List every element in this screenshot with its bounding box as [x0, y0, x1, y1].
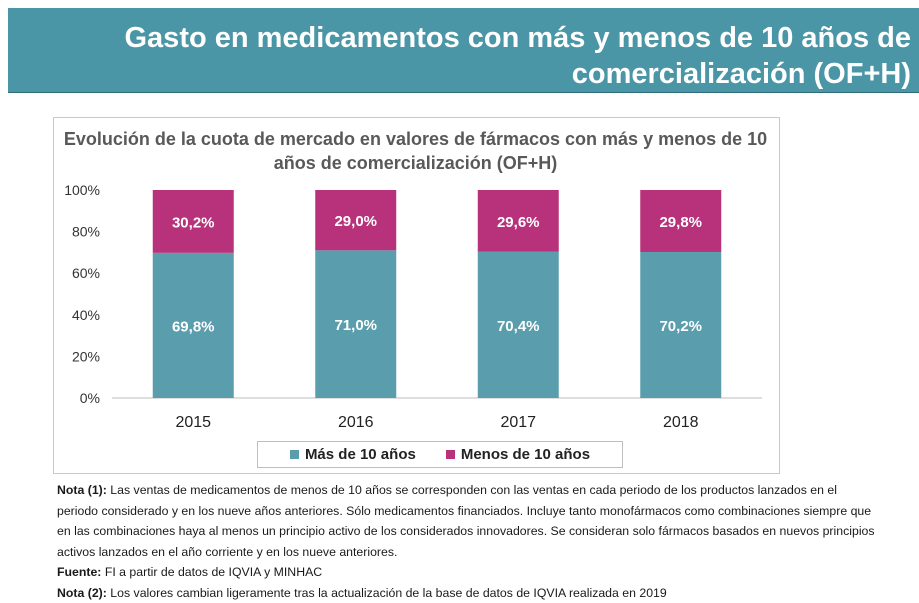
- data-label-2015-series-0: 69,8%: [172, 318, 215, 335]
- note-1: Nota (1): Las ventas de medicamentos de …: [57, 480, 877, 562]
- y-tick-label-3: 60%: [72, 265, 100, 281]
- note-1-text: Las ventas de medicamentos de menos de 1…: [57, 483, 875, 559]
- legend-label-menos-10: Menos de 10 años: [461, 446, 590, 463]
- legend-item-menos-10: Menos de 10 años: [446, 446, 590, 463]
- data-label-2018-series-1: 29,8%: [659, 214, 702, 231]
- data-label-2015-series-1: 30,2%: [172, 214, 215, 231]
- source-text: FI a partir de datos de IQVIA y MINHAC: [105, 565, 322, 579]
- legend-swatch-menos-10: [446, 450, 455, 459]
- data-label-2016-series-1: 29,0%: [334, 213, 377, 230]
- y-tick-label-5: 100%: [64, 182, 100, 198]
- y-tick-label-2: 40%: [72, 307, 100, 323]
- note-2-label: Nota (2):: [57, 586, 107, 600]
- legend-label-mas-10: Más de 10 años: [305, 446, 416, 463]
- notes-section: Nota (1): Las ventas de medicamentos de …: [57, 480, 877, 603]
- x-tick-label-2018: 2018: [663, 414, 699, 431]
- data-label-2017-series-1: 29,6%: [497, 214, 540, 231]
- source-note: Fuente: FI a partir de datos de IQVIA y …: [57, 562, 877, 583]
- legend-swatch-mas-10: [290, 450, 299, 459]
- note-2-text: Los valores cambian ligeramente tras la …: [110, 586, 666, 600]
- x-tick-label-2017: 2017: [500, 414, 536, 431]
- source-label: Fuente:: [57, 565, 101, 579]
- note-1-label: Nota (1):: [57, 483, 107, 497]
- x-tick-label-2015: 2015: [175, 414, 211, 431]
- y-tick-label-1: 20%: [72, 348, 100, 364]
- chart-legend: Más de 10 años Menos de 10 años: [257, 441, 623, 468]
- data-label-2016-series-0: 71,0%: [334, 317, 377, 334]
- data-label-2017-series-0: 70,4%: [497, 318, 540, 335]
- data-label-2018-series-0: 70,2%: [659, 318, 702, 335]
- x-tick-label-2016: 2016: [338, 414, 374, 431]
- y-tick-label-4: 80%: [72, 224, 100, 240]
- y-tick-label-0: 0%: [80, 390, 100, 406]
- legend-item-mas-10: Más de 10 años: [290, 446, 416, 463]
